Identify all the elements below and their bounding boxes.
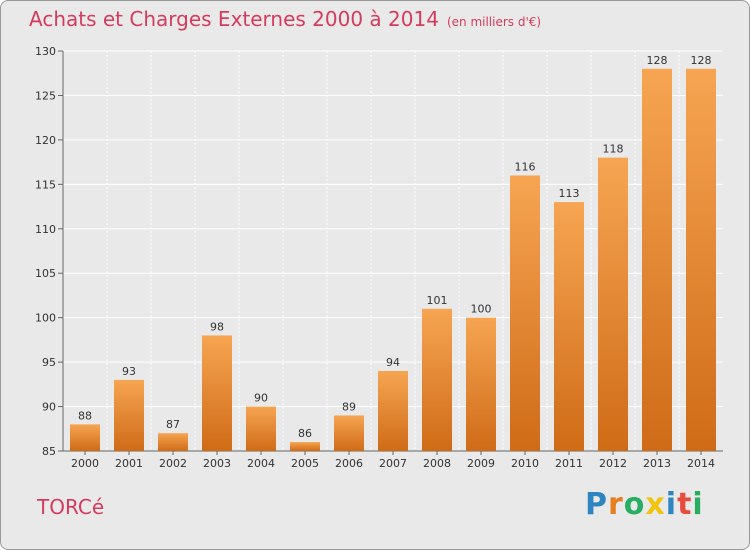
bar bbox=[642, 68, 672, 452]
logo-letter: x bbox=[645, 487, 666, 522]
x-tick-label: 2000 bbox=[71, 457, 99, 470]
bar bbox=[114, 379, 144, 451]
chart-title: Achats et Charges Externes 2000 à 2014 (e… bbox=[29, 7, 542, 31]
y-tick-label: 90 bbox=[42, 401, 56, 414]
bar-value-label: 116 bbox=[515, 160, 536, 173]
bar bbox=[554, 202, 584, 451]
proxiti-logo[interactable]: Proxiti bbox=[585, 487, 704, 522]
y-tick-label: 85 bbox=[42, 445, 56, 458]
y-tick-label: 105 bbox=[35, 267, 56, 280]
y-tick-label: 120 bbox=[35, 134, 56, 147]
bar-chart: 85 90 95 100 105 110 115 120 125 130 88 2000 93 2001 8… bbox=[35, 45, 723, 470]
bar bbox=[466, 317, 496, 451]
bar bbox=[378, 371, 408, 451]
bar bbox=[290, 442, 320, 451]
x-tick-label: 2013 bbox=[643, 457, 671, 470]
y-tick-label: 130 bbox=[35, 45, 56, 58]
bar-value-label: 88 bbox=[78, 409, 92, 422]
logo-letter: o bbox=[623, 487, 646, 522]
logo-letter: i bbox=[692, 487, 704, 522]
y-tick-label: 95 bbox=[42, 356, 56, 369]
x-tick-label: 2003 bbox=[203, 457, 231, 470]
logo-letter: r bbox=[608, 487, 624, 522]
bar-value-label: 118 bbox=[603, 143, 624, 156]
x-tick-label: 2010 bbox=[511, 457, 539, 470]
x-tick-label: 2008 bbox=[423, 457, 451, 470]
y-tick-label: 100 bbox=[35, 312, 56, 325]
x-tick-label: 2001 bbox=[115, 457, 143, 470]
bar-value-label: 100 bbox=[471, 303, 492, 316]
bar-value-label: 98 bbox=[210, 320, 224, 333]
y-tick-label: 125 bbox=[35, 89, 56, 102]
x-tick-label: 2011 bbox=[555, 457, 583, 470]
bar bbox=[422, 308, 452, 451]
bars bbox=[70, 68, 716, 452]
bar-value-label: 128 bbox=[647, 54, 668, 67]
bar-value-label: 101 bbox=[427, 294, 448, 307]
y-tick-label: 115 bbox=[35, 178, 56, 191]
bar bbox=[158, 433, 188, 451]
x-tick-label: 2002 bbox=[159, 457, 187, 470]
bar bbox=[686, 68, 716, 452]
bar bbox=[334, 415, 364, 451]
x-tick-label: 2007 bbox=[379, 457, 407, 470]
bar bbox=[598, 157, 628, 451]
chart-subtitle: (en milliers d'€) bbox=[446, 15, 542, 29]
bar bbox=[202, 335, 232, 451]
x-tick-label: 2006 bbox=[335, 457, 363, 470]
logo-letter: P bbox=[585, 487, 608, 522]
bar-value-label: 128 bbox=[691, 54, 712, 67]
logo-letter: i bbox=[665, 487, 678, 522]
bar-value-label: 89 bbox=[342, 400, 356, 413]
x-tick-label: 2012 bbox=[599, 457, 627, 470]
bar-value-label: 94 bbox=[386, 356, 400, 369]
x-tick-label: 2005 bbox=[291, 457, 319, 470]
bar-value-label: 93 bbox=[122, 365, 136, 378]
x-tick-label: 2004 bbox=[247, 457, 275, 470]
bar bbox=[246, 406, 276, 451]
x-tick-label: 2009 bbox=[467, 457, 495, 470]
labels: 85 90 95 100 105 110 115 120 125 130 88 2000 93 2001 8… bbox=[35, 45, 715, 470]
x-tick-label: 2014 bbox=[687, 457, 715, 470]
bar bbox=[70, 424, 100, 451]
bar-value-label: 90 bbox=[254, 392, 268, 405]
commune-name: TORCé bbox=[37, 495, 105, 519]
logo-letter: t bbox=[677, 487, 693, 522]
bar bbox=[510, 175, 540, 451]
y-tick-label: 110 bbox=[35, 223, 56, 236]
bar-value-label: 86 bbox=[298, 427, 312, 440]
bar-value-label: 87 bbox=[166, 418, 180, 431]
bar-value-label: 113 bbox=[559, 187, 580, 200]
